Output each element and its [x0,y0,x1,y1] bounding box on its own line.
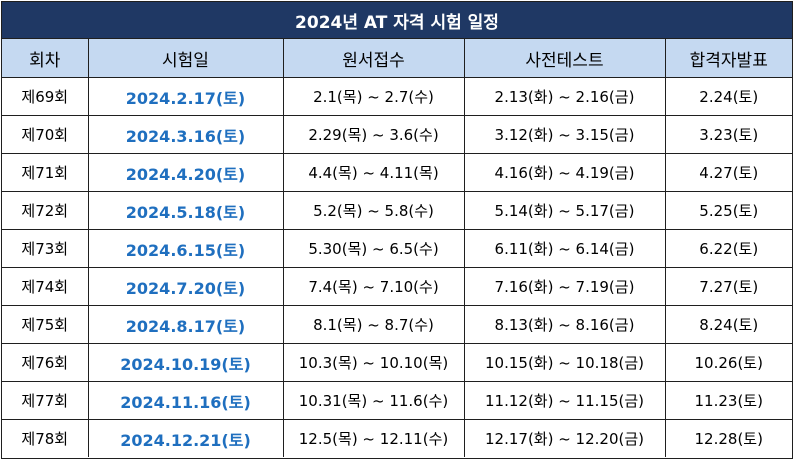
application-cell: 5.2(목) ~ 5.8(수) [282,191,465,230]
result-cell: 8.24(토) [664,305,792,344]
pretest-cell: 6.11(화) ~ 6.14(금) [463,229,666,268]
table-row: 제71회 2024.4.20(토) 4.4(목) ~ 4.11(목) 4.16(… [2,153,792,192]
exam-date-cell: 2024.8.17(토) [87,305,284,344]
pretest-cell: 4.16(화) ~ 4.19(금) [463,153,666,192]
application-cell: 2.29(목) ~ 3.6(수) [282,115,465,154]
round-cell: 제76회 [2,343,89,382]
result-cell: 2.24(토) [664,77,792,116]
exam-date-cell: 2024.2.17(토) [87,77,284,116]
pretest-cell: 12.17(화) ~ 12.20(금) [463,419,666,457]
application-cell: 4.4(목) ~ 4.11(목) [282,153,465,192]
round-cell: 제75회 [2,305,89,344]
pretest-cell: 2.13(화) ~ 2.16(금) [463,77,666,116]
pretest-cell: 7.16(화) ~ 7.19(금) [463,267,666,306]
application-cell: 12.5(목) ~ 12.11(수) [282,419,465,457]
application-cell: 10.3(목) ~ 10.10(목) [282,343,465,382]
pretest-cell: 11.12(화) ~ 11.15(금) [463,381,666,420]
application-cell: 5.30(목) ~ 6.5(수) [282,229,465,268]
result-cell: 6.22(토) [664,229,792,268]
header-application: 원서접수 [282,39,465,78]
exam-date-cell: 2024.3.16(토) [87,115,284,154]
round-cell: 제74회 [2,267,89,306]
exam-date-cell: 2024.11.16(토) [87,381,284,420]
table-row: 제78회 2024.12.21(토) 12.5(목) ~ 12.11(수) 12… [2,419,792,457]
exam-date-cell: 2024.7.20(토) [87,267,284,306]
result-cell: 7.27(토) [664,267,792,306]
table-row: 제74회 2024.7.20(토) 7.4(목) ~ 7.10(수) 7.16(… [2,267,792,306]
result-cell: 5.25(토) [664,191,792,230]
pretest-cell: 3.12(화) ~ 3.15(금) [463,115,666,154]
table-row: 제72회 2024.5.18(토) 5.2(목) ~ 5.8(수) 5.14(화… [2,191,792,230]
header-exam-date: 시험일 [87,39,284,78]
result-cell: 4.27(토) [664,153,792,192]
table-row: 제73회 2024.6.15(토) 5.30(목) ~ 6.5(수) 6.11(… [2,229,792,268]
pretest-cell: 8.13(화) ~ 8.16(금) [463,305,666,344]
application-cell: 10.31(목) ~ 11.6(수) [282,381,465,420]
round-cell: 제72회 [2,191,89,230]
result-cell: 12.28(토) [664,419,792,457]
application-cell: 2.1(목) ~ 2.7(수) [282,77,465,116]
round-cell: 제77회 [2,381,89,420]
table-row: 제76회 2024.10.19(토) 10.3(목) ~ 10.10(목) 10… [2,343,792,382]
pretest-cell: 10.15(화) ~ 10.18(금) [463,343,666,382]
result-cell: 10.26(토) [664,343,792,382]
exam-schedule-table: 회차 시험일 원서접수 사전테스트 합격자발표 제69회 2024.2.17(토… [2,39,792,457]
header-row: 회차 시험일 원서접수 사전테스트 합격자발표 [2,39,792,78]
result-cell: 11.23(토) [664,381,792,420]
round-cell: 제70회 [2,115,89,154]
result-cell: 3.23(토) [664,115,792,154]
table-row: 제77회 2024.11.16(토) 10.31(목) ~ 11.6(수) 11… [2,381,792,420]
exam-date-cell: 2024.6.15(토) [87,229,284,268]
round-cell: 제73회 [2,229,89,268]
exam-date-cell: 2024.12.21(토) [87,419,284,457]
pretest-cell: 5.14(화) ~ 5.17(금) [463,191,666,230]
application-cell: 8.1(목) ~ 8.7(수) [282,305,465,344]
header-result: 합격자발표 [664,39,792,78]
table-row: 제69회 2024.2.17(토) 2.1(목) ~ 2.7(수) 2.13(화… [2,77,792,116]
round-cell: 제78회 [2,419,89,457]
table-title: 2024년 AT 자격 시험 일정 [2,2,792,39]
header-pretest: 사전테스트 [463,39,666,78]
round-cell: 제71회 [2,153,89,192]
exam-date-cell: 2024.4.20(토) [87,153,284,192]
application-cell: 7.4(목) ~ 7.10(수) [282,267,465,306]
round-cell: 제69회 [2,77,89,116]
header-round: 회차 [2,39,89,78]
table-row: 제70회 2024.3.16(토) 2.29(목) ~ 3.6(수) 3.12(… [2,115,792,154]
table-row: 제75회 2024.8.17(토) 8.1(목) ~ 8.7(수) 8.13(화… [2,305,792,344]
exam-date-cell: 2024.5.18(토) [87,191,284,230]
exam-date-cell: 2024.10.19(토) [87,343,284,382]
